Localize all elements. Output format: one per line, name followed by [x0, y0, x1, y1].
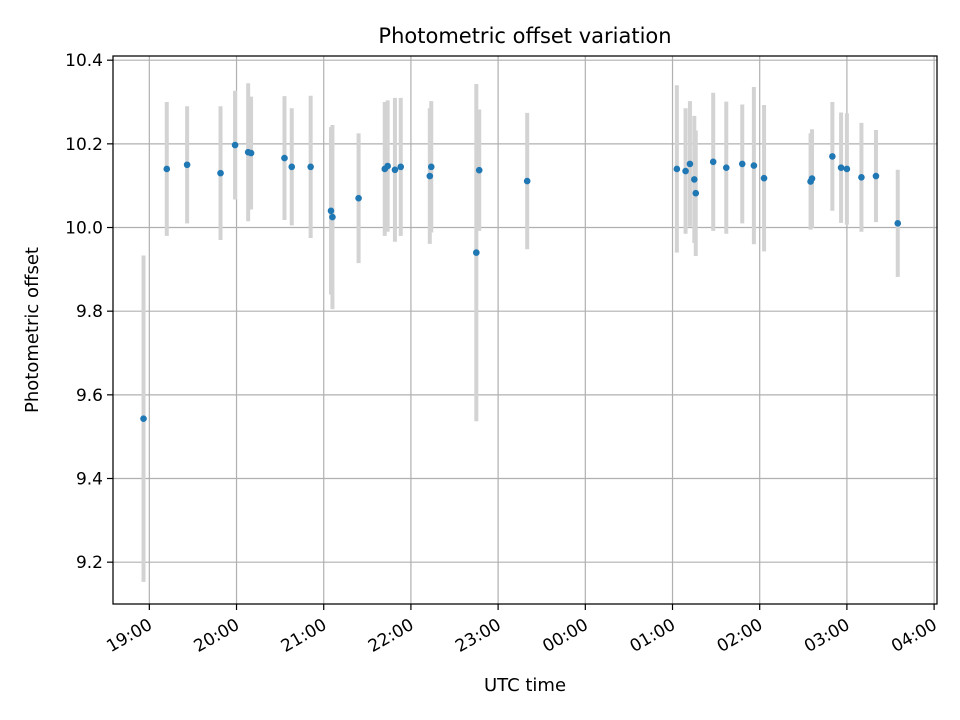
data-point	[682, 167, 689, 175]
chart-title: Photometric offset variation	[378, 24, 671, 48]
x-tick-label: 23:00	[452, 615, 504, 657]
data-point	[329, 213, 336, 221]
x-tick-label: 04:00	[888, 615, 940, 657]
x-tick-label: 00:00	[539, 615, 591, 657]
data-point	[523, 177, 531, 185]
data-point	[217, 169, 224, 177]
data-point	[183, 161, 191, 169]
x-tick-label: 01:00	[627, 615, 679, 657]
data-point	[307, 163, 314, 171]
data-point	[397, 163, 405, 171]
y-tick-label: 9.8	[76, 302, 103, 322]
data-point	[355, 194, 362, 202]
x-axis-title: UTC time	[484, 675, 566, 696]
data-point	[808, 175, 816, 182]
data-point	[829, 153, 836, 160]
x-tick-label: 22:00	[365, 615, 417, 657]
y-tick-label: 10.4	[65, 51, 103, 71]
y-tick-label: 9.2	[76, 553, 103, 573]
y-tick-label: 9.4	[76, 470, 103, 490]
data-point	[384, 162, 391, 170]
y-axis-ticks: 9.2 9.4 9.6 9.8 10.0 10.2 10.4	[65, 51, 113, 573]
data-point	[327, 207, 335, 215]
data-point	[473, 249, 480, 256]
data-point	[894, 220, 902, 227]
x-tick-label: 19:00	[103, 615, 155, 657]
data-point	[475, 166, 483, 174]
data-point	[691, 176, 698, 183]
x-tick-label: 20:00	[191, 615, 243, 657]
data-point	[288, 163, 296, 171]
data-point	[837, 164, 845, 171]
grid-lines	[113, 56, 937, 604]
x-tick-label: 02:00	[714, 615, 766, 657]
data-point	[750, 162, 758, 169]
data-point	[247, 149, 255, 157]
y-tick-label: 10.2	[65, 135, 103, 155]
data-point	[722, 164, 730, 171]
data-point	[760, 174, 768, 182]
data-point	[738, 160, 746, 168]
x-axis-ticks: 19:00 20:00 21:00 22:00 23:00 00:00 01:00 02:00…	[103, 604, 941, 657]
data-point	[872, 172, 880, 180]
data-point	[858, 174, 865, 181]
data-point	[692, 189, 700, 197]
error-bars	[141, 83, 900, 582]
x-tick-label: 21:00	[278, 615, 330, 657]
data-point	[673, 165, 681, 173]
y-tick-label: 9.6	[76, 386, 103, 406]
data-point	[426, 172, 434, 180]
data-point	[231, 141, 239, 149]
data-point	[391, 166, 399, 174]
data-point	[427, 163, 435, 171]
data-point	[843, 165, 851, 173]
data-point	[140, 415, 147, 422]
data-point	[686, 160, 694, 168]
x-tick-label: 03:00	[801, 615, 853, 657]
y-tick-label: 10.0	[65, 219, 103, 239]
data-points	[140, 141, 902, 422]
data-point	[709, 158, 717, 166]
plot-area-frame	[112, 55, 938, 605]
data-point	[281, 154, 288, 162]
y-axis-title: Photometric offset	[22, 247, 43, 413]
data-point	[163, 165, 171, 173]
